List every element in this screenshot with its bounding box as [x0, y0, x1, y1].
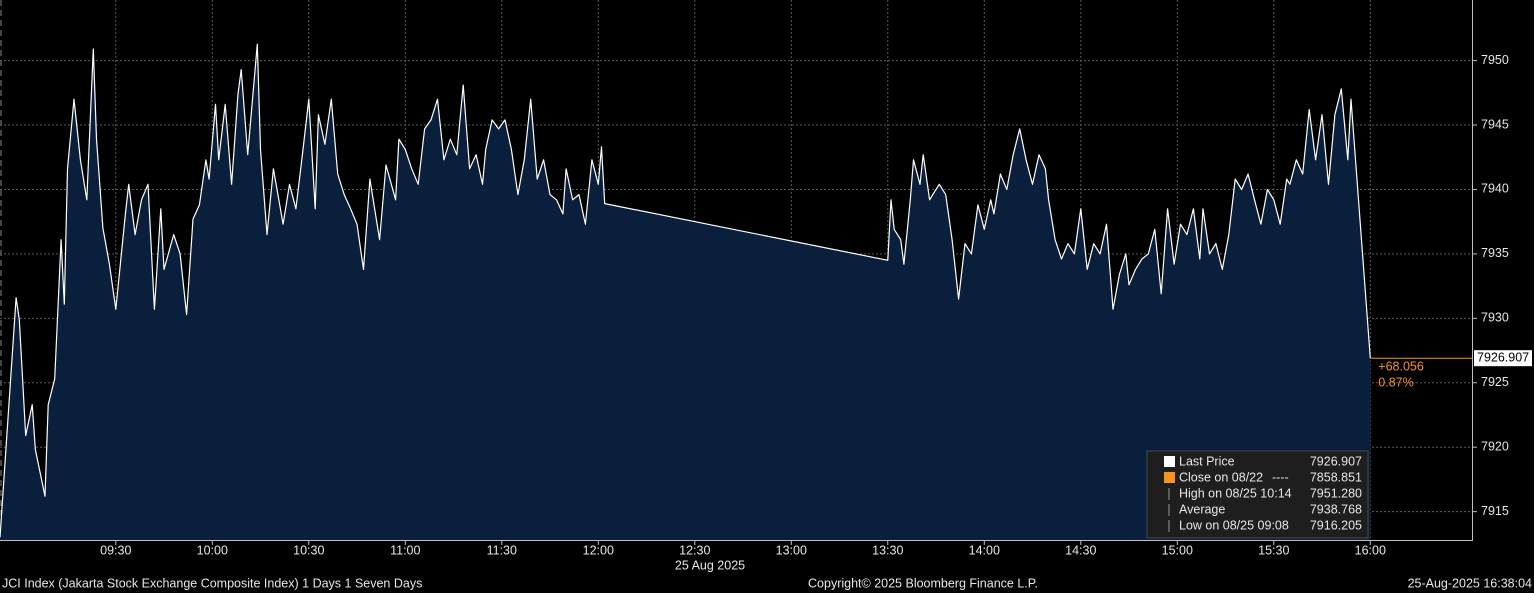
legend-label: Average — [1179, 502, 1225, 516]
y-tick-label: 7915 — [1481, 504, 1509, 518]
change-pct-label: 0.87% — [1378, 375, 1413, 389]
ticks: 7915 7920 7925 7930 7935 7940 7945 7950 09:30 10:… — [100, 53, 1509, 557]
x-tick-label: 13:00 — [776, 543, 807, 557]
y-tick-label: 7950 — [1481, 53, 1509, 67]
x-tick-label: 14:30 — [1065, 543, 1096, 557]
y-tick-label: 7940 — [1481, 182, 1509, 196]
x-tick-label: 11:30 — [487, 543, 517, 557]
x-tick-label: 15:00 — [1162, 543, 1193, 557]
x-tick-label: 13:30 — [872, 543, 903, 557]
legend-value: 7951.280 — [1310, 486, 1362, 500]
x-tick-label: 16:00 — [1355, 543, 1386, 557]
legend-swatch — [1164, 456, 1175, 467]
x-tick-label: 12:30 — [679, 543, 710, 557]
legend-box — [1146, 450, 1369, 539]
legend-label: Low on 08/25 09:08 — [1179, 518, 1289, 532]
last-price-box — [1474, 350, 1532, 367]
legend-label: Close on 08/22 — [1179, 470, 1263, 484]
legend-label: Last Price — [1179, 454, 1235, 468]
y-tick-label: 7935 — [1481, 246, 1509, 260]
y-tick-label: 7925 — [1481, 375, 1509, 389]
last-price-label: 7926.907 — [1477, 350, 1529, 364]
x-tick-label: 09:30 — [100, 543, 131, 557]
x-tick-label: 10:00 — [197, 543, 228, 557]
footer-left: JCI Index (Jakarta Stock Exchange Compos… — [2, 576, 422, 590]
legend: Last Price 7926.907 Close on 08/22 ---- 7858… — [1146, 450, 1369, 539]
y-tick-label: 7920 — [1481, 440, 1509, 454]
footer-center: Copyright© 2025 Bloomberg Finance L.P. — [808, 576, 1038, 590]
footer-right: 25-Aug-2025 16:38:04 — [1408, 576, 1532, 590]
x-tick-label: 15:30 — [1258, 543, 1289, 557]
plot: 7926.907 +68.056 0.87% — [0, 43, 1532, 540]
y-tick-label: 7945 — [1481, 117, 1509, 131]
legend-swatch — [1164, 472, 1175, 483]
legend-label: High on 08/25 10:14 — [1179, 486, 1292, 500]
legend-value: 7938.768 — [1310, 502, 1362, 516]
x-tick-label: 12:00 — [583, 543, 614, 557]
change-label: +68.056 — [1378, 359, 1424, 373]
price-line — [0, 43, 1371, 538]
x-tick-label: 10:30 — [293, 543, 324, 557]
legend-value: 7858.851 — [1310, 470, 1362, 484]
x-tick-label: 11:00 — [390, 543, 420, 557]
date-label: 25 Aug 2025 — [675, 558, 745, 572]
legend-marker: ---- — [1272, 470, 1289, 484]
x-tick-label: 14:00 — [969, 543, 1000, 557]
legend-value: 7916.205 — [1310, 518, 1362, 532]
legend-value: 7926.907 — [1310, 454, 1362, 468]
y-tick-label: 7930 — [1481, 311, 1509, 325]
